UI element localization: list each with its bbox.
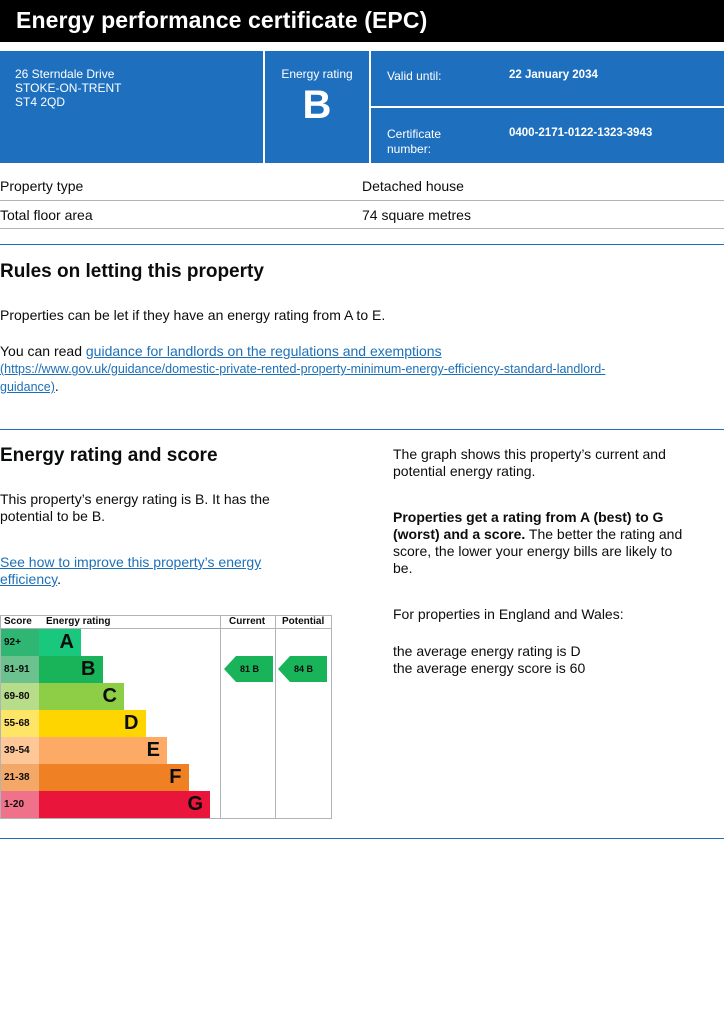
potential-rating-label: 84 B [294,664,314,674]
energy-rating-chart: Score Energy rating Current Potential 92… [0,615,332,819]
band-letter-d: D [124,712,139,734]
letting-heading: Rules on letting this property [0,261,264,282]
address-line-2: STOKE-ON-TRENT [15,81,122,95]
divider [0,838,724,839]
energy-para-line-2: potential to be B. [0,508,106,524]
rating-explanation-line-2: The better the rating and [525,526,683,542]
band-bar-g: G [39,791,210,818]
property-type-label: Property type [0,178,84,194]
band-score-a: 92+ [1,629,39,656]
certificate-label-1: Certificate [387,127,442,141]
current-rating-arrow: 81 B [224,656,273,682]
certificate-number-value: 0400-2171-0122-1323-3943 [509,127,653,139]
address-panel: 26 Sterndale Drive STOKE-ON-TRENT ST4 2Q… [0,51,263,163]
energy-rating-label: Energy rating [281,67,353,81]
guidance-suffix: . [54,378,59,394]
energy-heading: Energy rating and score [0,445,218,466]
potential-rating-arrow: 84 B [278,656,327,682]
graph-explanation-line-1: The graph shows this property’s current … [393,446,666,462]
band-bar-b: B [39,656,103,683]
band-letter-e: E [146,739,160,761]
band-score-e: 39-54 [1,737,39,764]
energy-rating-panel: Energy rating B [265,51,369,163]
improve-link-paragraph: See how to improve this property’s energ… [0,554,261,588]
certificate-label-2: number: [387,142,432,156]
rating-explanation: Properties get a rating from A (best) to… [393,509,682,577]
guidance-link[interactable]: guidance for landlords on the regulation… [85,343,442,359]
chart-header-current: Current [229,616,266,627]
energy-rating-value: B [302,83,332,127]
graph-explanation: The graph shows this property’s current … [393,446,666,480]
energy-rating-paragraph: This property’s energy rating is B. It h… [0,491,270,525]
graph-explanation-line-2: potential energy rating. [393,463,536,479]
band-letter-a: A [59,631,74,653]
valid-until-panel: Valid until: 22 January 2034 [371,51,724,106]
chart-frame [0,615,332,819]
improve-link-line-1[interactable]: See how to improve this property’s energ… [0,554,262,570]
letting-guidance-paragraph: You can read guidance for landlords on t… [0,343,720,396]
band-bar-a: A [39,629,81,656]
band-score-f: 21-38 [1,764,39,791]
band-score-c: 69-80 [1,683,39,710]
letting-paragraph: Properties can be let if they have an en… [0,307,386,323]
guidance-prefix: You can read [0,343,86,359]
chart-header-potential: Potential [282,616,325,627]
chart-divider-potential [275,615,276,819]
floor-area-value: 74 square metres [362,207,471,223]
valid-until-label: Valid until: [387,69,442,83]
rating-explanation-bold-1: Properties get a rating from A (best) to… [393,509,664,525]
current-rating-label: 81 B [240,664,260,674]
average-score-line: the average energy score is 60 [393,660,586,676]
address-line-3: ST4 2QD [15,95,66,109]
rating-explanation-bold-2: (worst) and a score. [393,526,526,542]
title-bar: Energy performance certificate (EPC) [0,0,724,42]
divider [0,244,724,245]
energy-para-line-1: This property’s energy rating is B. It h… [0,491,270,507]
band-score-d: 55-68 [1,710,39,737]
page-title: Energy performance certificate (EPC) [16,7,428,33]
chart-divider-current [220,615,221,819]
floor-area-label: Total floor area [0,207,93,223]
address-line-1: 26 Sterndale Drive [15,67,115,81]
england-wales-intro: For properties in England and Wales: [393,606,624,622]
floor-area-row: Total floor area 74 square metres [0,201,724,229]
property-type-value: Detached house [362,178,464,194]
average-rating-text: the average energy rating is D the avera… [393,643,585,677]
rating-explanation-line-4: be. [393,560,413,576]
band-letter-f: F [169,766,182,788]
chart-header-line [0,628,332,629]
band-bar-e: E [39,737,167,764]
chart-header-score: Score [4,616,32,627]
rating-explanation-line-3: score, the lower your energy bills are l… [393,543,673,559]
band-letter-c: C [102,685,117,707]
guidance-url-line-1[interactable]: (https://www.gov.uk/guidance/domestic-pr… [0,362,606,376]
property-type-row: Property type Detached house [0,172,724,201]
improve-link-line-2[interactable]: efficiency [0,571,58,587]
improve-link-suffix: . [57,571,61,587]
certificate-number-panel: Certificate number: 0400-2171-0122-1323-… [371,108,724,163]
chart-header-rating: Energy rating [46,616,111,627]
divider [0,429,724,430]
band-bar-f: F [39,764,189,791]
band-letter-g: G [187,793,203,815]
average-rating-line: the average energy rating is D [393,643,581,659]
band-bar-d: D [39,710,146,737]
guidance-url-line-2[interactable]: guidance) [0,380,55,394]
valid-until-value: 22 January 2034 [509,69,598,81]
band-score-b: 81-91 [1,656,39,683]
band-bar-c: C [39,683,124,710]
band-letter-b: B [81,658,96,680]
band-score-g: 1-20 [1,791,39,818]
